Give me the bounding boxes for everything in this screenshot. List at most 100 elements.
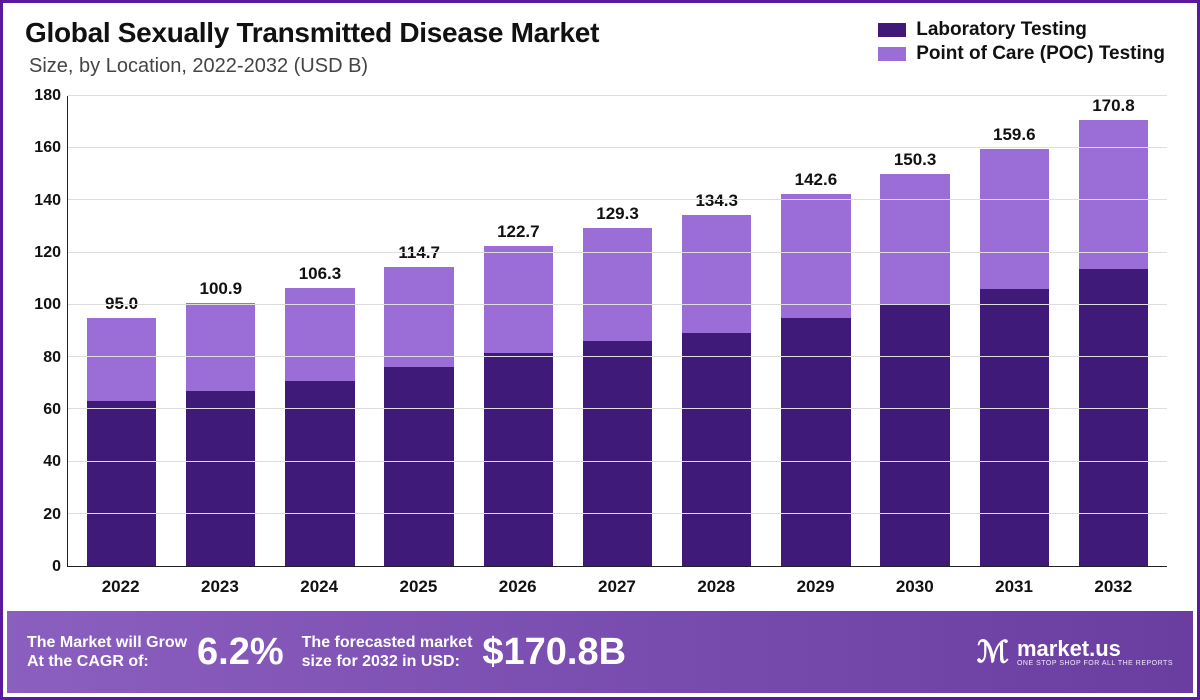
x-tick-label: 2028 <box>667 571 766 601</box>
bar-column: 114.7 <box>370 96 469 566</box>
bar-total-label: 129.3 <box>596 204 639 224</box>
y-tick-label: 80 <box>25 349 61 367</box>
cagr-block: The Market will GrowAt the CAGR of: 6.2% <box>27 631 284 674</box>
chart-frame: Global Sexually Transmitted Disease Mark… <box>0 0 1200 700</box>
bar-stack <box>583 228 652 566</box>
gridline <box>68 304 1167 305</box>
x-tick-label: 2023 <box>170 571 269 601</box>
bar-total-label: 150.3 <box>894 150 937 170</box>
bar-total-label: 100.9 <box>200 279 243 299</box>
bar-total-label: 159.6 <box>993 125 1036 145</box>
gridline <box>68 95 1167 96</box>
chart-area: 0 20 40 60 80 100 120 140 160 180 95.0 100.9 106.3 1… <box>25 88 1175 601</box>
y-tick-label: 120 <box>25 244 61 262</box>
bar-column: 129.3 <box>568 96 667 566</box>
header-row: Global Sexually Transmitted Disease Mark… <box>3 3 1197 78</box>
bar-stack <box>781 194 850 566</box>
bar-segment-poc <box>384 267 453 367</box>
bar-stack <box>285 288 354 566</box>
y-tick-label: 0 <box>25 558 61 576</box>
footer-bar: The Market will GrowAt the CAGR of: 6.2%… <box>7 611 1193 693</box>
bar-stack <box>1079 120 1148 566</box>
brand-block: ℳ market.us ONE STOP SHOP FOR ALL THE RE… <box>977 635 1173 670</box>
brand-text: market.us ONE STOP SHOP FOR ALL THE REPO… <box>1017 638 1173 667</box>
bar-segment-poc <box>880 174 949 305</box>
gridline <box>68 513 1167 514</box>
legend-item: Point of Care (POC) Testing <box>878 43 1165 65</box>
bar-segment-poc <box>1079 120 1148 269</box>
x-tick-label: 2030 <box>865 571 964 601</box>
y-tick-label: 160 <box>25 139 61 157</box>
bar-total-label: 142.6 <box>795 170 838 190</box>
bar-total-label: 122.7 <box>497 222 540 242</box>
bar-stack <box>980 149 1049 566</box>
cagr-label: The Market will GrowAt the CAGR of: <box>27 633 187 671</box>
legend-label: Laboratory Testing <box>916 19 1087 41</box>
gridline <box>68 461 1167 462</box>
legend: Laboratory TestingPoint of Care (POC) Te… <box>878 17 1175 78</box>
y-tick-label: 180 <box>25 87 61 105</box>
x-axis-labels: 2022202320242025202620272028202920302031… <box>67 571 1167 601</box>
cagr-value: 6.2% <box>197 631 284 674</box>
bar-stack <box>186 303 255 566</box>
forecast-value: $170.8B <box>482 631 626 674</box>
brand-name: market.us <box>1017 638 1173 660</box>
bar-stack <box>384 267 453 566</box>
x-tick-label: 2029 <box>766 571 865 601</box>
bar-segment-lab <box>87 401 156 566</box>
bar-segment-poc <box>87 318 156 401</box>
gridline <box>68 252 1167 253</box>
bar-segment-lab <box>980 289 1049 566</box>
chart-subtitle: Size, by Location, 2022-2032 (USD B) <box>29 55 878 78</box>
x-tick-label: 2022 <box>71 571 170 601</box>
x-tick-label: 2032 <box>1064 571 1163 601</box>
brand-logo-icon: ℳ <box>977 635 1009 670</box>
bar-segment-poc <box>682 215 751 332</box>
bar-column: 170.8 <box>1064 96 1163 566</box>
bar-column: 106.3 <box>270 96 369 566</box>
gridline <box>68 356 1167 357</box>
title-block: Global Sexually Transmitted Disease Mark… <box>25 17 878 78</box>
bar-total-label: 170.8 <box>1092 96 1135 116</box>
bar-segment-poc <box>980 149 1049 288</box>
bar-segment-poc <box>781 194 850 319</box>
chart-title: Global Sexually Transmitted Disease Mark… <box>25 17 878 49</box>
gridline <box>68 408 1167 409</box>
bar-column: 95.0 <box>72 96 171 566</box>
bar-column: 159.6 <box>965 96 1064 566</box>
bar-column: 142.6 <box>766 96 865 566</box>
x-tick-label: 2026 <box>468 571 567 601</box>
legend-label: Point of Care (POC) Testing <box>916 43 1165 65</box>
bar-segment-lab <box>682 333 751 566</box>
x-tick-label: 2027 <box>567 571 666 601</box>
bar-stack <box>880 174 949 566</box>
brand-tagline: ONE STOP SHOP FOR ALL THE REPORTS <box>1017 660 1173 667</box>
bar-segment-poc <box>583 228 652 341</box>
bar-segment-lab <box>384 367 453 566</box>
bar-segment-poc <box>285 288 354 381</box>
x-tick-label: 2031 <box>964 571 1063 601</box>
bar-column: 134.3 <box>667 96 766 566</box>
bar-segment-poc <box>484 246 553 353</box>
bar-segment-lab <box>583 341 652 566</box>
bar-column: 100.9 <box>171 96 270 566</box>
bar-stack <box>484 246 553 566</box>
gridline <box>68 199 1167 200</box>
bar-segment-poc <box>186 303 255 391</box>
x-tick-label: 2025 <box>369 571 468 601</box>
y-tick-label: 60 <box>25 401 61 419</box>
bar-column: 122.7 <box>469 96 568 566</box>
y-tick-label: 140 <box>25 192 61 210</box>
bar-total-label: 106.3 <box>299 264 342 284</box>
bars-container: 95.0 100.9 106.3 114.7 122.7 129.3 134.3 142.6 1… <box>68 96 1167 566</box>
forecast-block: The forecasted marketsize for 2032 in US… <box>302 631 626 674</box>
legend-swatch <box>878 23 906 37</box>
y-tick-label: 20 <box>25 506 61 524</box>
forecast-label: The forecasted marketsize for 2032 in US… <box>302 633 473 671</box>
legend-swatch <box>878 47 906 61</box>
legend-item: Laboratory Testing <box>878 19 1165 41</box>
bar-column: 150.3 <box>866 96 965 566</box>
y-tick-label: 100 <box>25 296 61 314</box>
y-tick-label: 40 <box>25 453 61 471</box>
bar-segment-lab <box>1079 269 1148 566</box>
